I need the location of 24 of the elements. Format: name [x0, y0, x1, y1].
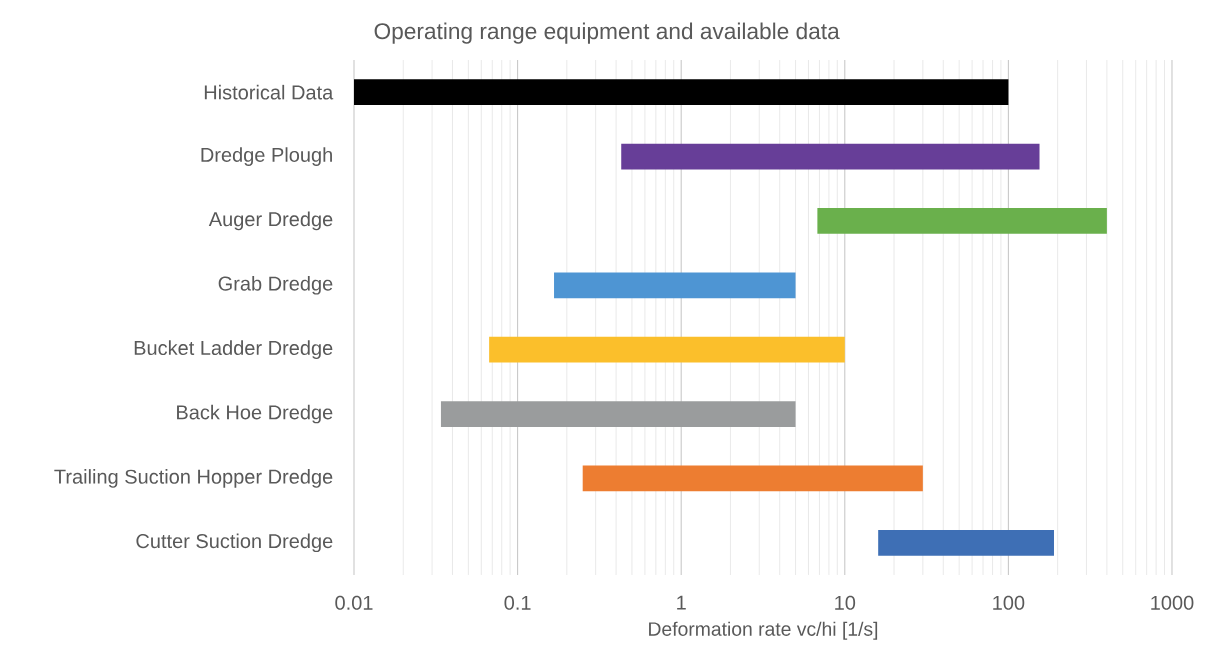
x-tick-label: 1	[677, 595, 686, 610]
y-tick-label: Bucket Ladder Dredge	[134, 340, 333, 359]
x-tick-label: 100	[993, 595, 1025, 610]
x-tick-label: 10	[835, 595, 856, 610]
bar	[817, 208, 1107, 234]
bar	[582, 465, 923, 492]
bar	[878, 529, 1054, 556]
bar	[440, 401, 796, 427]
bar	[554, 272, 796, 299]
y-tick-label: Historical Data	[204, 84, 334, 100]
x-axis-title: Deformation rate vc/hi [1/s]	[649, 621, 878, 640]
y-tick-label: Grab Dredge	[218, 275, 333, 295]
bar	[354, 79, 1009, 106]
x-tick-label: 1000	[1151, 595, 1194, 610]
y-tick-label: Trailing Suction Hopper Dredge	[54, 469, 333, 488]
y-tick-label: Dredge Plough	[201, 147, 332, 166]
y-tick-label: Back Hoe Dredge	[177, 404, 333, 424]
y-tick-label: Cutter Suction Dredge	[136, 533, 333, 553]
bar	[621, 143, 1040, 170]
y-tick-label: Auger Dredge	[208, 211, 333, 231]
x-tick-label: 0.01	[335, 595, 373, 610]
chart-title: Operating range equipment and available data	[374, 22, 840, 44]
bar	[489, 336, 845, 363]
x-tick-label: 0.1	[504, 595, 531, 610]
